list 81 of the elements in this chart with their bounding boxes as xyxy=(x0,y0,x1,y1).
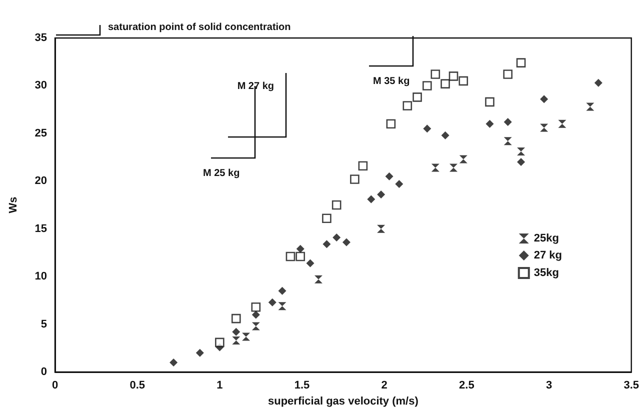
point xyxy=(231,314,241,324)
x-tick-label: 3 xyxy=(546,380,552,392)
point xyxy=(350,174,360,184)
point xyxy=(504,118,512,126)
point xyxy=(278,286,286,295)
point xyxy=(422,81,432,90)
x-tick-label: 3.5 xyxy=(624,380,640,392)
point xyxy=(377,224,386,233)
annotation: M 25 kg xyxy=(203,168,240,179)
y-tick-label: 0 xyxy=(40,366,47,378)
point xyxy=(485,97,494,107)
annotation: M 35 kg xyxy=(373,76,410,87)
point xyxy=(367,195,376,204)
point xyxy=(448,72,458,81)
point xyxy=(430,70,440,79)
point xyxy=(358,161,368,171)
point xyxy=(504,137,512,146)
point xyxy=(486,120,494,128)
point xyxy=(268,298,276,306)
point xyxy=(296,244,304,253)
x-tick-label: 2.5 xyxy=(459,380,474,392)
point xyxy=(332,233,341,242)
point xyxy=(242,332,250,341)
point xyxy=(314,275,322,284)
point xyxy=(517,158,526,166)
point xyxy=(450,164,458,172)
x-tick-label: 0 xyxy=(52,380,58,392)
point xyxy=(558,120,566,128)
point xyxy=(332,200,342,210)
point xyxy=(540,124,548,132)
y-tick-label: 5 xyxy=(40,318,47,330)
point xyxy=(278,302,286,310)
point xyxy=(232,336,240,345)
point xyxy=(252,310,260,319)
point xyxy=(516,58,526,68)
y-tick-label: 20 xyxy=(34,175,47,188)
y-tick-label: 35 xyxy=(34,32,47,44)
point xyxy=(322,240,331,248)
text: saturation point of solid concentration xyxy=(108,22,291,33)
point xyxy=(503,70,512,79)
point xyxy=(385,172,394,180)
point xyxy=(232,328,240,336)
point xyxy=(395,180,404,188)
point xyxy=(196,348,204,357)
legend-label: 27 kg xyxy=(534,250,562,262)
point xyxy=(306,259,314,268)
point xyxy=(540,95,548,104)
point xyxy=(402,101,412,110)
point xyxy=(296,252,306,262)
legend-label: 25kg xyxy=(534,232,559,244)
point xyxy=(440,79,450,88)
point xyxy=(251,302,261,312)
y-tick-label: 25 xyxy=(34,127,47,140)
point xyxy=(586,102,594,111)
x-axis-title: superficial gas velocity (m/s) xyxy=(268,395,419,408)
point xyxy=(431,164,440,172)
point xyxy=(441,131,450,140)
y-axis-title: Ws xyxy=(8,196,20,214)
y-tick-label: 15 xyxy=(34,222,47,235)
point xyxy=(377,190,386,199)
point xyxy=(459,155,468,164)
point xyxy=(594,78,602,87)
x-tick-label: 1.5 xyxy=(294,380,310,392)
point xyxy=(517,148,526,156)
legend-label: 35kg xyxy=(534,267,559,279)
x-tick-label: 0.5 xyxy=(130,380,145,392)
point xyxy=(322,214,332,224)
point xyxy=(170,358,178,366)
x-tick-label: 1 xyxy=(216,380,223,392)
point xyxy=(252,322,260,330)
point xyxy=(458,76,468,86)
point xyxy=(386,119,396,129)
point xyxy=(412,92,422,102)
x-tick-label: 2 xyxy=(381,380,388,392)
point xyxy=(423,124,432,133)
y-tick-label: 10 xyxy=(34,270,47,283)
point xyxy=(215,338,224,348)
point xyxy=(286,252,296,262)
annotation: M 27 kg xyxy=(237,81,274,92)
point xyxy=(342,238,350,246)
y-tick-label: 30 xyxy=(34,80,47,92)
